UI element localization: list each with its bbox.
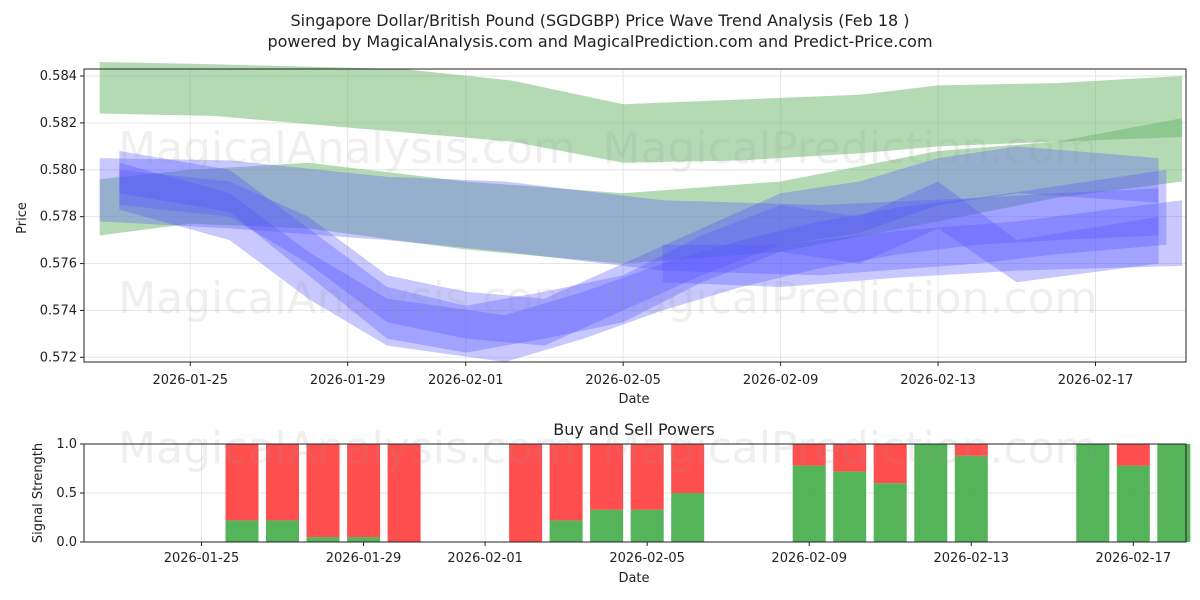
price-bands [99, 62, 1183, 362]
sell-bar [549, 444, 583, 521]
signal-bars [225, 444, 1191, 542]
buy-bar [1157, 444, 1191, 542]
blue-dip-band-2 [119, 151, 1159, 353]
blue-dip-band-3 [119, 162, 1159, 362]
price-plot-frame [83, 68, 1187, 363]
sell-bar [833, 444, 867, 472]
signal-y-tick-label: 1.0 [56, 437, 77, 452]
price-x-tick-label: 2026-02-13 [900, 373, 976, 388]
buy-sell-plot: Buy and Sell Powers MagicalAnalysis.com … [31, 420, 1191, 586]
price-y-ticks: 0.572 0.574 0.576 0.578 0.580 0.582 0.584 [40, 69, 84, 365]
buy-sell-title: Buy and Sell Powers [553, 420, 715, 439]
buy-bar [1116, 465, 1150, 542]
watermark-analysis-mid: MagicalAnalysis.com [118, 273, 576, 324]
signal-x-tick-label: 2026-01-25 [164, 551, 240, 566]
signal-x-tick-label: 2026-02-05 [609, 551, 685, 566]
buy-bar [873, 483, 907, 542]
sell-bar [792, 444, 826, 466]
price-wave-plot: MagicalAnalysis.com MagicalPrediction.co… [15, 62, 1187, 407]
blue-right-band [662, 200, 1183, 287]
signal-y-label: Signal Strength [31, 443, 46, 543]
price-y-tick-label: 0.576 [40, 257, 77, 272]
blue-main-band [99, 158, 1167, 276]
buy-bar [954, 455, 988, 542]
buy-bar [347, 537, 381, 542]
sell-bar [630, 444, 664, 510]
signal-x-tick-label: 2026-02-13 [933, 551, 1009, 566]
buy-bar [590, 509, 624, 542]
buy-bar [266, 520, 299, 542]
sell-bar [671, 444, 705, 493]
sell-bar [306, 444, 340, 538]
sell-bar [954, 444, 988, 456]
green-lower-band [99, 118, 1183, 264]
price-x-ticks: 2026-01-25 2026-01-29 2026-02-01 2026-02-05… [152, 362, 1133, 388]
blue-dip-band-1 [119, 146, 1159, 346]
signal-x-ticks: 2026-01-25 2026-01-29 2026-02-01 2026-02-05… [164, 542, 1171, 566]
price-x-label: Date [618, 392, 649, 407]
signal-x-tick-label: 2026-02-17 [1096, 551, 1172, 566]
price-x-tick-label: 2026-02-01 [428, 373, 504, 388]
buy-bar [671, 493, 705, 542]
buy-bar [225, 520, 259, 542]
signal-watermarks: MagicalAnalysis.com MagicalPrediction.co… [118, 423, 1097, 474]
signal-x-label: Date [618, 571, 649, 586]
signal-y-ticks: 0.0 0.5 1.0 [56, 437, 84, 550]
price-watermarks: MagicalAnalysis.com MagicalPrediction.co… [118, 123, 1097, 324]
sell-bar [873, 444, 907, 484]
price-x-tick-label: 2026-01-25 [152, 373, 228, 388]
price-y-label: Price [15, 202, 30, 234]
watermark-prediction-mid: MagicalPrediction.com [603, 273, 1098, 324]
price-y-tick-label: 0.578 [40, 210, 77, 225]
green-upper-band [99, 62, 1183, 163]
sell-bar [225, 444, 259, 521]
signal-x-tick-label: 2026-01-29 [326, 551, 402, 566]
buy-bar [306, 537, 340, 542]
price-y-tick-label: 0.582 [40, 116, 77, 131]
sell-bar [509, 444, 543, 542]
chart-subtitle: powered by MagicalAnalysis.com and Magic… [267, 32, 932, 51]
price-x-tick-label: 2026-01-29 [310, 373, 386, 388]
price-x-tick-label: 2026-02-09 [743, 373, 819, 388]
sell-bar [387, 444, 421, 542]
price-y-tick-label: 0.584 [40, 69, 77, 84]
buy-bar [630, 509, 664, 542]
sell-bar [590, 444, 624, 510]
signal-x-tick-label: 2026-02-09 [771, 551, 847, 566]
signal-x-tick-label: 2026-02-01 [447, 551, 523, 566]
signal-y-tick-label: 0.0 [56, 535, 77, 550]
buy-bar [833, 471, 867, 542]
price-y-tick-label: 0.574 [40, 303, 77, 318]
sell-bar [266, 444, 299, 521]
buy-bar [914, 444, 948, 542]
watermark-analysis-top: MagicalAnalysis.com [118, 123, 576, 174]
buy-bar [792, 465, 826, 542]
price-y-tick-label: 0.572 [40, 350, 77, 365]
watermark-prediction-top: MagicalPrediction.com [603, 123, 1098, 174]
buy-bar [549, 520, 583, 542]
price-x-tick-label: 2026-02-17 [1058, 373, 1134, 388]
signal-y-tick-label: 0.5 [56, 486, 77, 501]
sell-bar [347, 444, 381, 538]
sell-bar [1116, 444, 1150, 466]
price-x-tick-label: 2026-02-05 [585, 373, 661, 388]
watermark-prediction-bottom: MagicalPrediction.com [603, 423, 1098, 474]
buy-bar [1076, 444, 1110, 542]
price-y-tick-label: 0.580 [40, 163, 77, 178]
watermark-analysis-bottom: MagicalAnalysis.com [118, 423, 576, 474]
chart-title: Singapore Dollar/British Pound (SGDGBP) … [290, 11, 909, 30]
